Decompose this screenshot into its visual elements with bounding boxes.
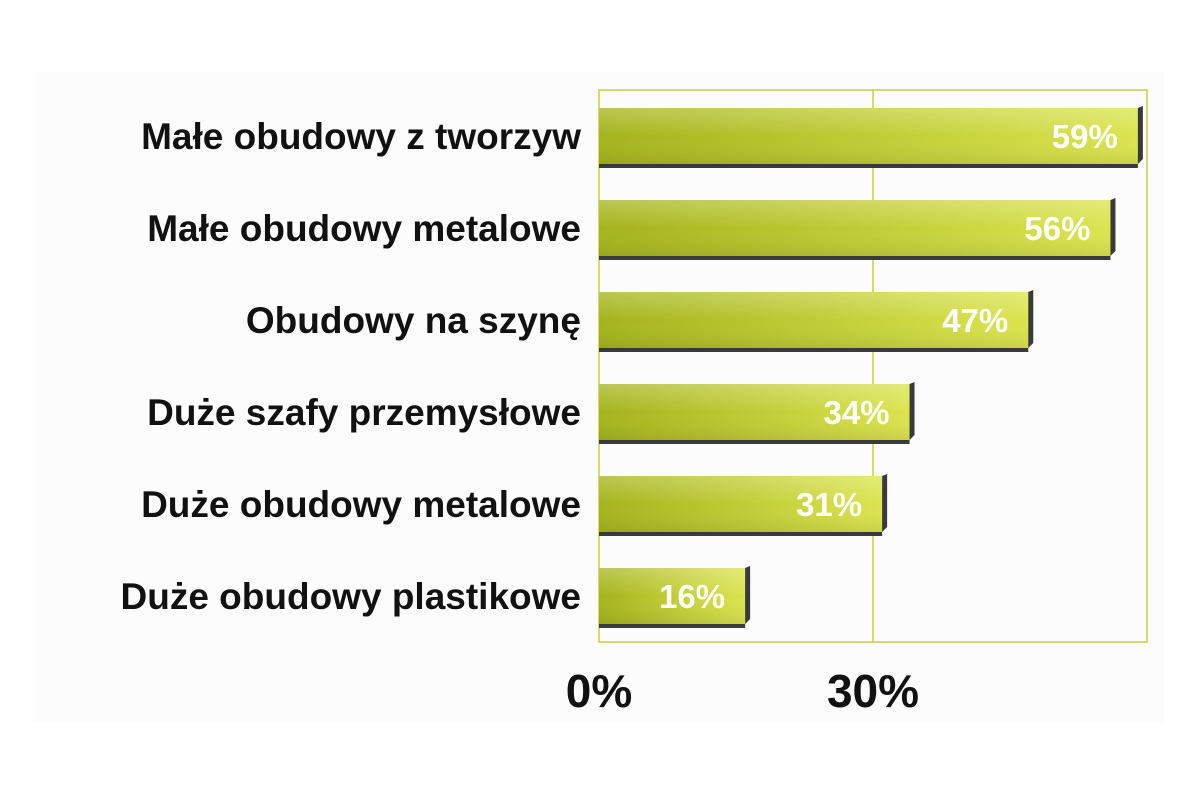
value-label: 31%	[796, 486, 862, 523]
bar-shine	[599, 292, 1029, 348]
bar-bottom-edge	[599, 254, 1111, 260]
bar-shine	[599, 200, 1111, 256]
value-label: 34%	[823, 394, 889, 431]
x-tick-label: 30%	[827, 665, 919, 717]
category-label: Obudowy na szynę	[246, 300, 581, 341]
bar-shine	[599, 568, 746, 624]
labels-layer: 0% 30% Małe obudowy z tworzyw 59% Małe obudo…	[121, 116, 1118, 717]
bar-shine	[599, 108, 1138, 164]
category-label: Duże szafy przemysłowe	[147, 392, 581, 433]
bar-shine	[599, 384, 910, 440]
bar-bottom-edge	[599, 346, 1029, 352]
value-label: 59%	[1052, 118, 1118, 155]
value-label: 16%	[659, 578, 725, 615]
bar-bottom-edge	[599, 162, 1138, 168]
category-label: Duże obudowy plastikowe	[121, 576, 582, 617]
bar-bottom-edge	[599, 438, 910, 444]
category-label: Małe obudowy metalowe	[147, 208, 581, 249]
category-label: Małe obudowy z tworzyw	[141, 116, 581, 157]
x-tick-label: 0%	[566, 665, 632, 717]
value-label: 56%	[1024, 210, 1090, 247]
category-label: Duże obudowy metalowe	[141, 484, 581, 525]
value-label: 47%	[942, 302, 1008, 339]
bar-chart: 0% 30% Małe obudowy z tworzyw 59% Małe obudo…	[121, 89, 1148, 717]
bar-shine	[599, 476, 883, 532]
grid-layer	[598, 89, 1148, 643]
bar-bottom-edge	[599, 622, 746, 628]
bar-bottom-edge	[599, 530, 883, 536]
bars-layer	[599, 106, 1143, 628]
chart-panel: 0% 30% Małe obudowy z tworzyw 59% Małe obudo…	[34, 72, 1164, 722]
